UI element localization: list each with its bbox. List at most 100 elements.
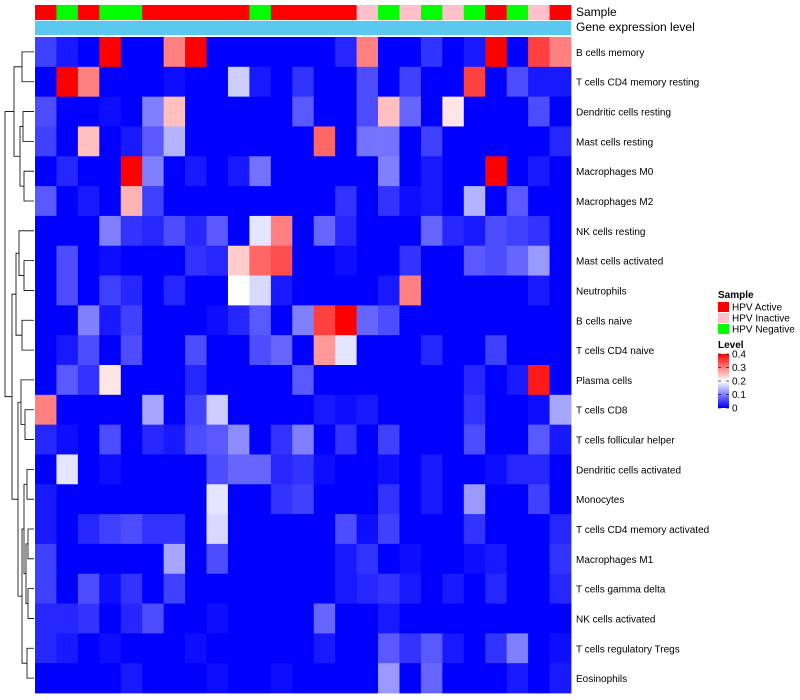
heatmap-cell — [163, 245, 186, 276]
heatmap-cell — [356, 603, 379, 634]
row-label-nk-cells-resting: NK cells resting — [576, 227, 645, 238]
heatmap-cell — [142, 514, 165, 545]
heatmap-cell — [528, 365, 550, 396]
heatmap-cell — [442, 484, 465, 515]
heatmap-cell — [185, 215, 207, 247]
heatmap-cell — [163, 454, 186, 485]
heatmap-cell — [528, 245, 550, 276]
heatmap-cell — [56, 633, 79, 664]
row-label-mast-cells-activated: Mast cells activated — [576, 257, 663, 268]
heatmap-cell — [356, 156, 379, 187]
heatmap-cell — [356, 454, 379, 485]
heatmap-cell — [163, 543, 186, 575]
heatmap-cell — [227, 633, 250, 664]
heatmap-cell — [77, 335, 100, 366]
sample-annotation-hpv-negative — [378, 5, 400, 20]
heatmap-cell — [292, 573, 315, 604]
heatmap-cell — [549, 126, 572, 157]
heatmap-cell — [185, 394, 207, 426]
heatmap-cell — [463, 275, 486, 306]
heatmap-cell — [77, 275, 100, 306]
heatmap-cell — [206, 543, 229, 575]
heatmap-cell — [35, 335, 57, 366]
row-labels: B cells memory T cells CD4 memory resting… — [576, 48, 709, 685]
heatmap-cell — [77, 663, 100, 694]
track-label-sample: Sample — [576, 5, 617, 19]
heatmap-cell — [227, 186, 250, 217]
heatmap-cell — [185, 126, 207, 157]
heatmap-cell — [185, 663, 207, 694]
heatmap-cell — [35, 66, 57, 98]
heatmap-cell — [463, 484, 486, 515]
heatmap-cell — [292, 484, 315, 515]
heatmap-cell — [463, 66, 486, 98]
heatmap-cell — [335, 514, 357, 545]
heatmap-cell — [56, 573, 79, 604]
heatmap-cell — [142, 126, 165, 157]
heatmap-cell — [549, 186, 572, 217]
heatmap-cell — [270, 663, 293, 694]
heatmap-cell — [549, 335, 572, 366]
heatmap-cell — [313, 484, 336, 515]
sample-annotation-hpv-inactive — [442, 5, 465, 20]
heatmap-cell — [99, 394, 122, 426]
heatmap-cell — [35, 603, 57, 634]
heatmap-cell — [506, 245, 529, 276]
heatmap-cell — [378, 305, 400, 336]
heatmap-cell — [270, 365, 293, 396]
heatmap-cell — [99, 543, 122, 575]
heatmap-cell — [463, 573, 486, 604]
heatmap-cell — [313, 514, 336, 545]
heatmap-cell — [77, 424, 100, 455]
heatmap-cell — [528, 215, 550, 247]
heatmap-cell — [378, 37, 400, 68]
heatmap-cell — [35, 424, 57, 455]
heatmap-cell — [420, 275, 443, 306]
heatmap-cell — [35, 543, 57, 575]
heatmap-cell — [99, 573, 122, 604]
heatmap-cell — [35, 394, 57, 426]
heatmap-cell — [292, 275, 315, 306]
heatmap-cell — [313, 96, 336, 127]
heatmap-cell — [185, 186, 207, 217]
heatmap-cell — [249, 663, 272, 694]
heatmap-cell — [292, 663, 315, 694]
heatmap-cell — [163, 514, 186, 545]
heatmap-cell — [549, 424, 572, 455]
heatmap-cell — [420, 394, 443, 426]
heatmap-cell — [549, 275, 572, 306]
heatmap-cell — [249, 335, 272, 366]
heatmap-cell — [120, 126, 143, 157]
heatmap-cell — [185, 275, 207, 306]
row-label-dendritic-cells-activated: Dendritic cells activated — [576, 465, 681, 476]
heatmap-cell — [120, 275, 143, 306]
sample-annotation-hpv-inactive — [356, 5, 379, 20]
heatmap-cell — [99, 484, 122, 515]
heatmap-cell — [227, 245, 250, 276]
heatmap-cell — [335, 96, 357, 127]
heatmap-cell — [335, 454, 357, 485]
row-dendrogram — [4, 51, 34, 679]
row-label-macrophages-m0: Macrophages M0 — [576, 167, 654, 178]
heatmap-cell — [292, 245, 315, 276]
heatmap-cell — [185, 514, 207, 545]
heatmap-cell — [142, 275, 165, 306]
heatmap-cell — [99, 365, 122, 396]
heatmap-cell — [206, 96, 229, 127]
sample-annotation-hpv-negative — [249, 5, 272, 20]
sample-annotation-hpv-negative — [56, 5, 79, 20]
heatmap-cell — [356, 96, 379, 127]
dendrogram-branch — [17, 401, 22, 597]
heatmap-cell — [506, 96, 529, 127]
row-label-t-cells-cd4-memory-resting: T cells CD4 memory resting — [576, 78, 699, 89]
heatmap-cell — [399, 633, 422, 664]
heatmap-cell — [378, 603, 400, 634]
heatmap-cell — [56, 245, 79, 276]
heatmap-cell — [485, 245, 508, 276]
heatmap-cell — [227, 156, 250, 187]
sample-annotation-hpv-active — [335, 5, 357, 20]
heatmap-cell — [442, 514, 465, 545]
heatmap-cell — [463, 126, 486, 157]
row-label-mast-cells-resting: Mast cells resting — [576, 137, 653, 148]
